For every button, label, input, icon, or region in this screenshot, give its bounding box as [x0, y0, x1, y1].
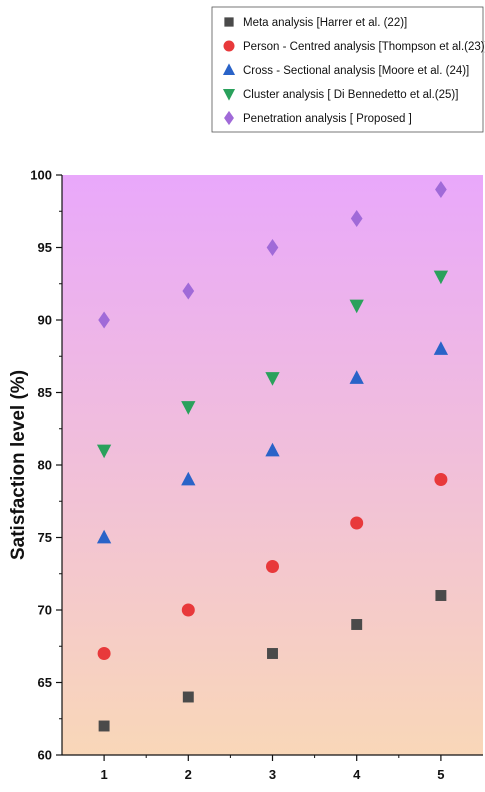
- data-point-square: [98, 720, 110, 732]
- data-point-triangle-up: [181, 471, 196, 486]
- data-point-circle: [350, 516, 364, 530]
- data-point-square: [182, 691, 194, 703]
- x-tick-label: 4: [353, 767, 361, 782]
- data-point-circle: [97, 647, 111, 660]
- data-point-triangle-down: [181, 401, 196, 415]
- data-point-circle: [181, 603, 195, 617]
- legend-marker-triangle-up: [222, 63, 236, 75]
- axes: 60 65 70 75 80 85 90 95 100 1 2 3 4 5: [30, 168, 483, 782]
- legend-box: [211, 6, 484, 133]
- data-point-triangle-down: [96, 444, 112, 459]
- y-tick-label: 100: [30, 168, 52, 183]
- legend-marker-diamond: [224, 110, 234, 126]
- y-tick-label: 65: [38, 675, 52, 690]
- plot-background: [62, 175, 483, 755]
- legend: Meta analysis [Harrer et al. (22)] Person…: [211, 6, 485, 133]
- data-point-circle: [434, 473, 448, 486]
- data-point-diamond: [350, 210, 363, 227]
- y-tick-label: 75: [38, 530, 52, 545]
- legend-marker-triangle-down: [222, 89, 236, 101]
- x-tick-label: 5: [437, 767, 444, 782]
- legend-entry-label: Meta analysis [Harrer et al. (22)]: [243, 17, 407, 29]
- data-point-diamond: [98, 311, 110, 329]
- y-tick-label: 70: [38, 603, 52, 618]
- y-tick-label: 85: [38, 385, 52, 400]
- data-point-triangle-down: [433, 270, 449, 285]
- data-points: [96, 181, 449, 732]
- x-tick-label: 2: [185, 767, 192, 782]
- data-point-triangle-up: [265, 442, 280, 457]
- legend-marker-circle: [223, 40, 235, 52]
- data-point-diamond: [266, 239, 279, 256]
- data-point-triangle-down: [265, 372, 280, 386]
- data-point-triangle-down: [349, 299, 364, 314]
- data-point-triangle-up: [349, 370, 364, 384]
- data-point-diamond: [435, 181, 447, 198]
- data-point-diamond: [182, 282, 195, 300]
- y-tick-label: 80: [38, 458, 52, 473]
- data-point-square: [267, 648, 278, 659]
- y-tick-label: 60: [38, 748, 52, 763]
- legend-entry-label: Cross - Sectional analysis [Moore et al.…: [243, 65, 469, 77]
- x-tick-label: 3: [269, 767, 276, 782]
- legend-entry-label: Penetration analysis [ Proposed ]: [243, 113, 412, 125]
- data-point-square: [435, 590, 447, 601]
- data-point-circle: [266, 560, 279, 573]
- x-tick-label: 1: [100, 767, 107, 782]
- legend-marker-square: [224, 17, 234, 27]
- y-tick-label: 90: [38, 313, 52, 328]
- legend-entry-label: Cluster analysis [ Di Bennedetto et al.(…: [243, 89, 458, 101]
- data-point-triangle-up: [96, 529, 112, 544]
- data-point-square: [351, 619, 363, 630]
- data-point-triangle-up: [433, 341, 449, 355]
- y-axis-label: Satisfaction level (%): [8, 370, 29, 560]
- legend-entry-label: Person - Centred analysis [Thompson et a…: [243, 41, 485, 53]
- y-tick-label: 95: [38, 240, 52, 255]
